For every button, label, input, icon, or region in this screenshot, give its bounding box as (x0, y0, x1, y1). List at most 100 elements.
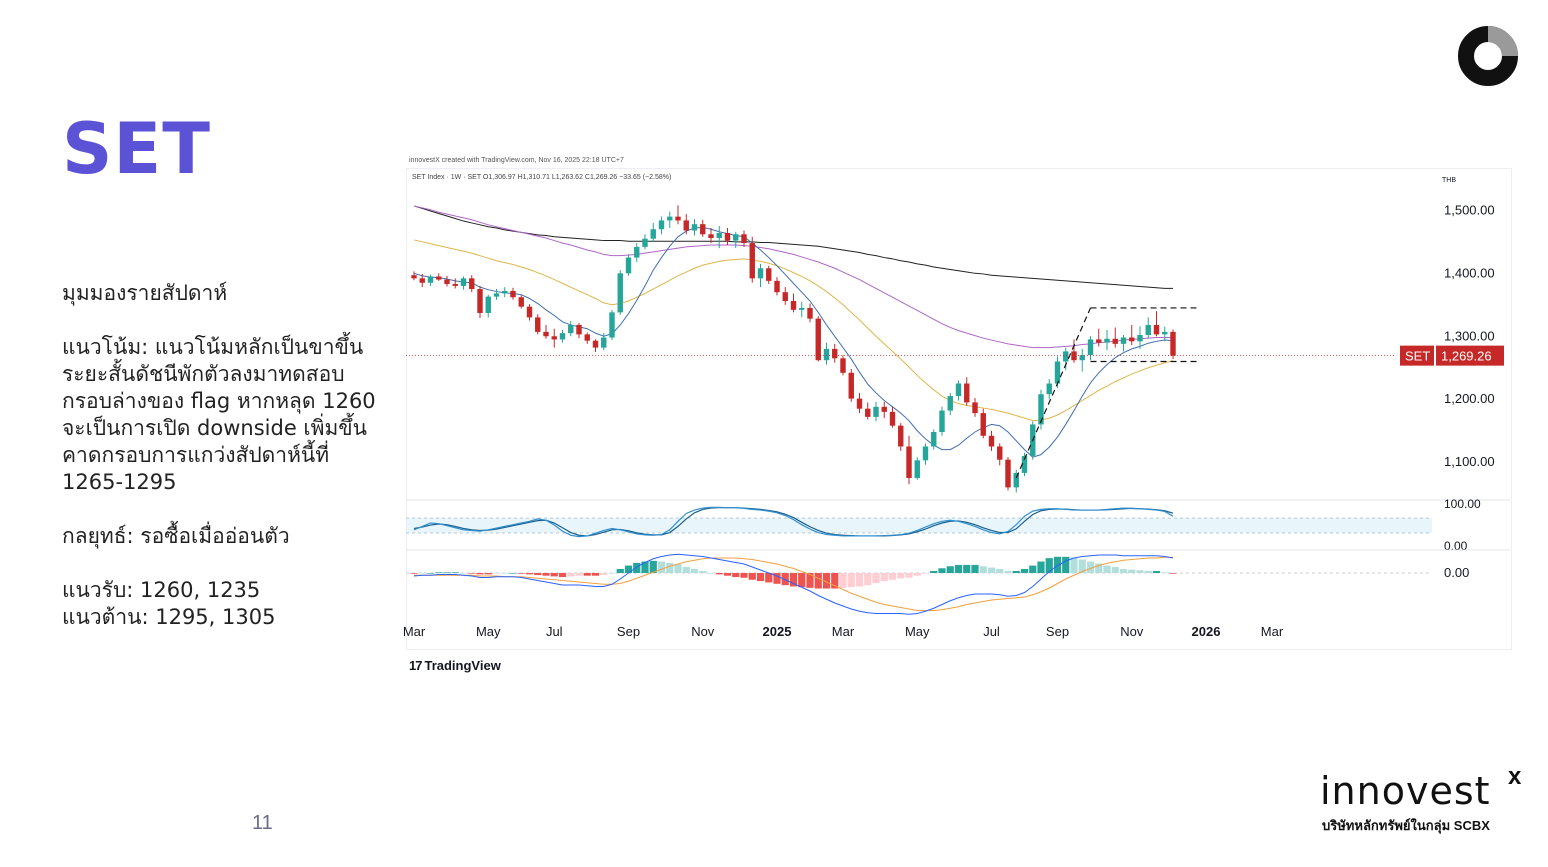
candle-body (650, 229, 656, 239)
candle-body (774, 280, 780, 293)
macd-histogram-bar (1086, 561, 1095, 573)
candle-body (1096, 339, 1102, 343)
macd-histogram-bar (723, 573, 732, 576)
chart-canvas[interactable]: 1,500.00 1,400.00 1,300.00 1,200.00 1,100.00… (403, 168, 1512, 660)
candle-body (889, 411, 896, 426)
macd-histogram-bar (1029, 565, 1037, 573)
x-tick-label: Sep (617, 624, 640, 639)
innovestx-brand: innovest x บริษัทหลักทรัพย์ในกลุ่ม SCBX (1318, 763, 1528, 835)
candle-body (658, 220, 665, 230)
candle-body (1104, 338, 1110, 343)
macd-histogram-bar (492, 573, 501, 574)
macd-histogram-bar (616, 568, 624, 573)
candle-body (493, 293, 500, 297)
macd-histogram-bar (781, 573, 789, 586)
candle-body (708, 234, 714, 239)
candle-body (1112, 338, 1118, 344)
macd-histogram-bar (1020, 568, 1029, 573)
macd-histogram-bar (534, 573, 542, 576)
macd-histogram-bar (699, 570, 707, 573)
candle-body (757, 268, 764, 279)
macd-histogram-bar (567, 573, 575, 577)
candle-body (617, 273, 623, 313)
candle-body (1162, 331, 1168, 335)
candle-body (1153, 324, 1160, 335)
currency-label: THB (1442, 177, 1456, 184)
ohlc-legend: SET Index · 1W · SET O1,306.97 H1,310.71… (412, 174, 672, 181)
candle-body (667, 216, 673, 221)
macd-histogram-bar (443, 572, 451, 573)
macd-histogram-bar (459, 573, 468, 574)
candle-body (873, 406, 879, 417)
macd-histogram-bar (451, 572, 459, 573)
candle-body (419, 278, 425, 283)
macd-histogram-bar (740, 573, 748, 578)
analysis-notes: มุมมองรายสัปดาห์ แนวโน้ม: แนวโน้มหลักเป็… (62, 280, 392, 631)
macd-histogram-bar (773, 573, 781, 584)
candle-body (741, 234, 747, 244)
trend-paragraph: แนวโน้ม: แนวโน้มหลักเป็นขาขึ้น ระยะสั้นด… (62, 334, 392, 496)
candle-body (634, 246, 640, 258)
candle-body (1087, 339, 1094, 356)
price-badge-symbol: SET (1405, 349, 1430, 364)
candle-body (1046, 383, 1052, 395)
candle-body (988, 435, 995, 447)
macd-histogram-bar (1078, 559, 1086, 573)
candle-body (881, 406, 887, 412)
candle-body (972, 402, 978, 414)
macd-histogram-bar (1136, 570, 1144, 573)
candle-body (526, 306, 533, 318)
x-tick-label: May (905, 624, 930, 639)
macd-histogram-bar (591, 573, 600, 576)
strategy-text: กลยุทธ์: รอซื้อเมื่ออ่อนตัว (62, 524, 290, 548)
macd-histogram-bar (1128, 569, 1136, 573)
macd-histogram-bar (575, 573, 583, 576)
resistance-text: แนวต้าน: 1295, 1305 (62, 605, 276, 629)
y-tick-label: 1,200.00 (1444, 391, 1495, 406)
candle-body (559, 333, 566, 340)
candle-body (551, 336, 557, 340)
macd-histogram-bar (657, 561, 666, 573)
candle-body (411, 275, 417, 279)
macd-histogram-bar (872, 573, 880, 584)
candle-body (799, 307, 805, 310)
macd-histogram-bar (756, 573, 765, 582)
tradingview-logo: 17 TradingView (409, 658, 501, 673)
macd-histogram-bar (674, 564, 682, 573)
price-badge-value-bg (1436, 345, 1504, 366)
candle-body (914, 460, 920, 478)
macd-histogram-bar (847, 573, 855, 588)
macd-histogram-bar (583, 573, 591, 576)
stoch-d-line (413, 507, 1174, 537)
y-tick-label: 1,300.00 (1444, 328, 1495, 343)
trend-line: คาดกรอบการแกว่งสัปดาห์นี้ที่ (62, 443, 330, 467)
macd-histogram-bar (913, 573, 921, 576)
stoch-tick-label: 100.00 (1444, 497, 1481, 511)
x-tick-label: 2026 (1192, 624, 1221, 639)
macd-signal-line (414, 556, 1173, 611)
candle-body (939, 410, 945, 432)
macd-histogram-bar (468, 573, 476, 574)
candle-body (535, 317, 541, 332)
tradingview-chart[interactable]: innovestX created with TradingView.com, … (403, 156, 1512, 676)
macd-histogram-bar (1004, 570, 1012, 573)
macd-histogram-bar (707, 573, 715, 574)
trend-line: ระยะสั้นดัชนีพักตัวลงมาทดสอบ (62, 362, 345, 386)
candle-body (815, 318, 821, 361)
candle-body (840, 358, 846, 373)
slide-title: SET (62, 108, 211, 190)
candle-body (716, 233, 722, 239)
candle-body (782, 292, 788, 302)
macd-histogram-bar (649, 560, 657, 573)
page-number: 11 (252, 812, 273, 834)
candle-body (733, 234, 739, 241)
ma-medium-line (413, 239, 1174, 422)
candle-body (609, 312, 615, 338)
candle-body (832, 348, 838, 359)
y-tick-label: 1,400.00 (1444, 265, 1495, 280)
candle-body (1063, 351, 1069, 362)
candle-body (1079, 355, 1085, 361)
macd-histogram-bar (732, 573, 740, 578)
candle-body (1170, 331, 1176, 356)
macd-histogram-bar (897, 573, 905, 579)
